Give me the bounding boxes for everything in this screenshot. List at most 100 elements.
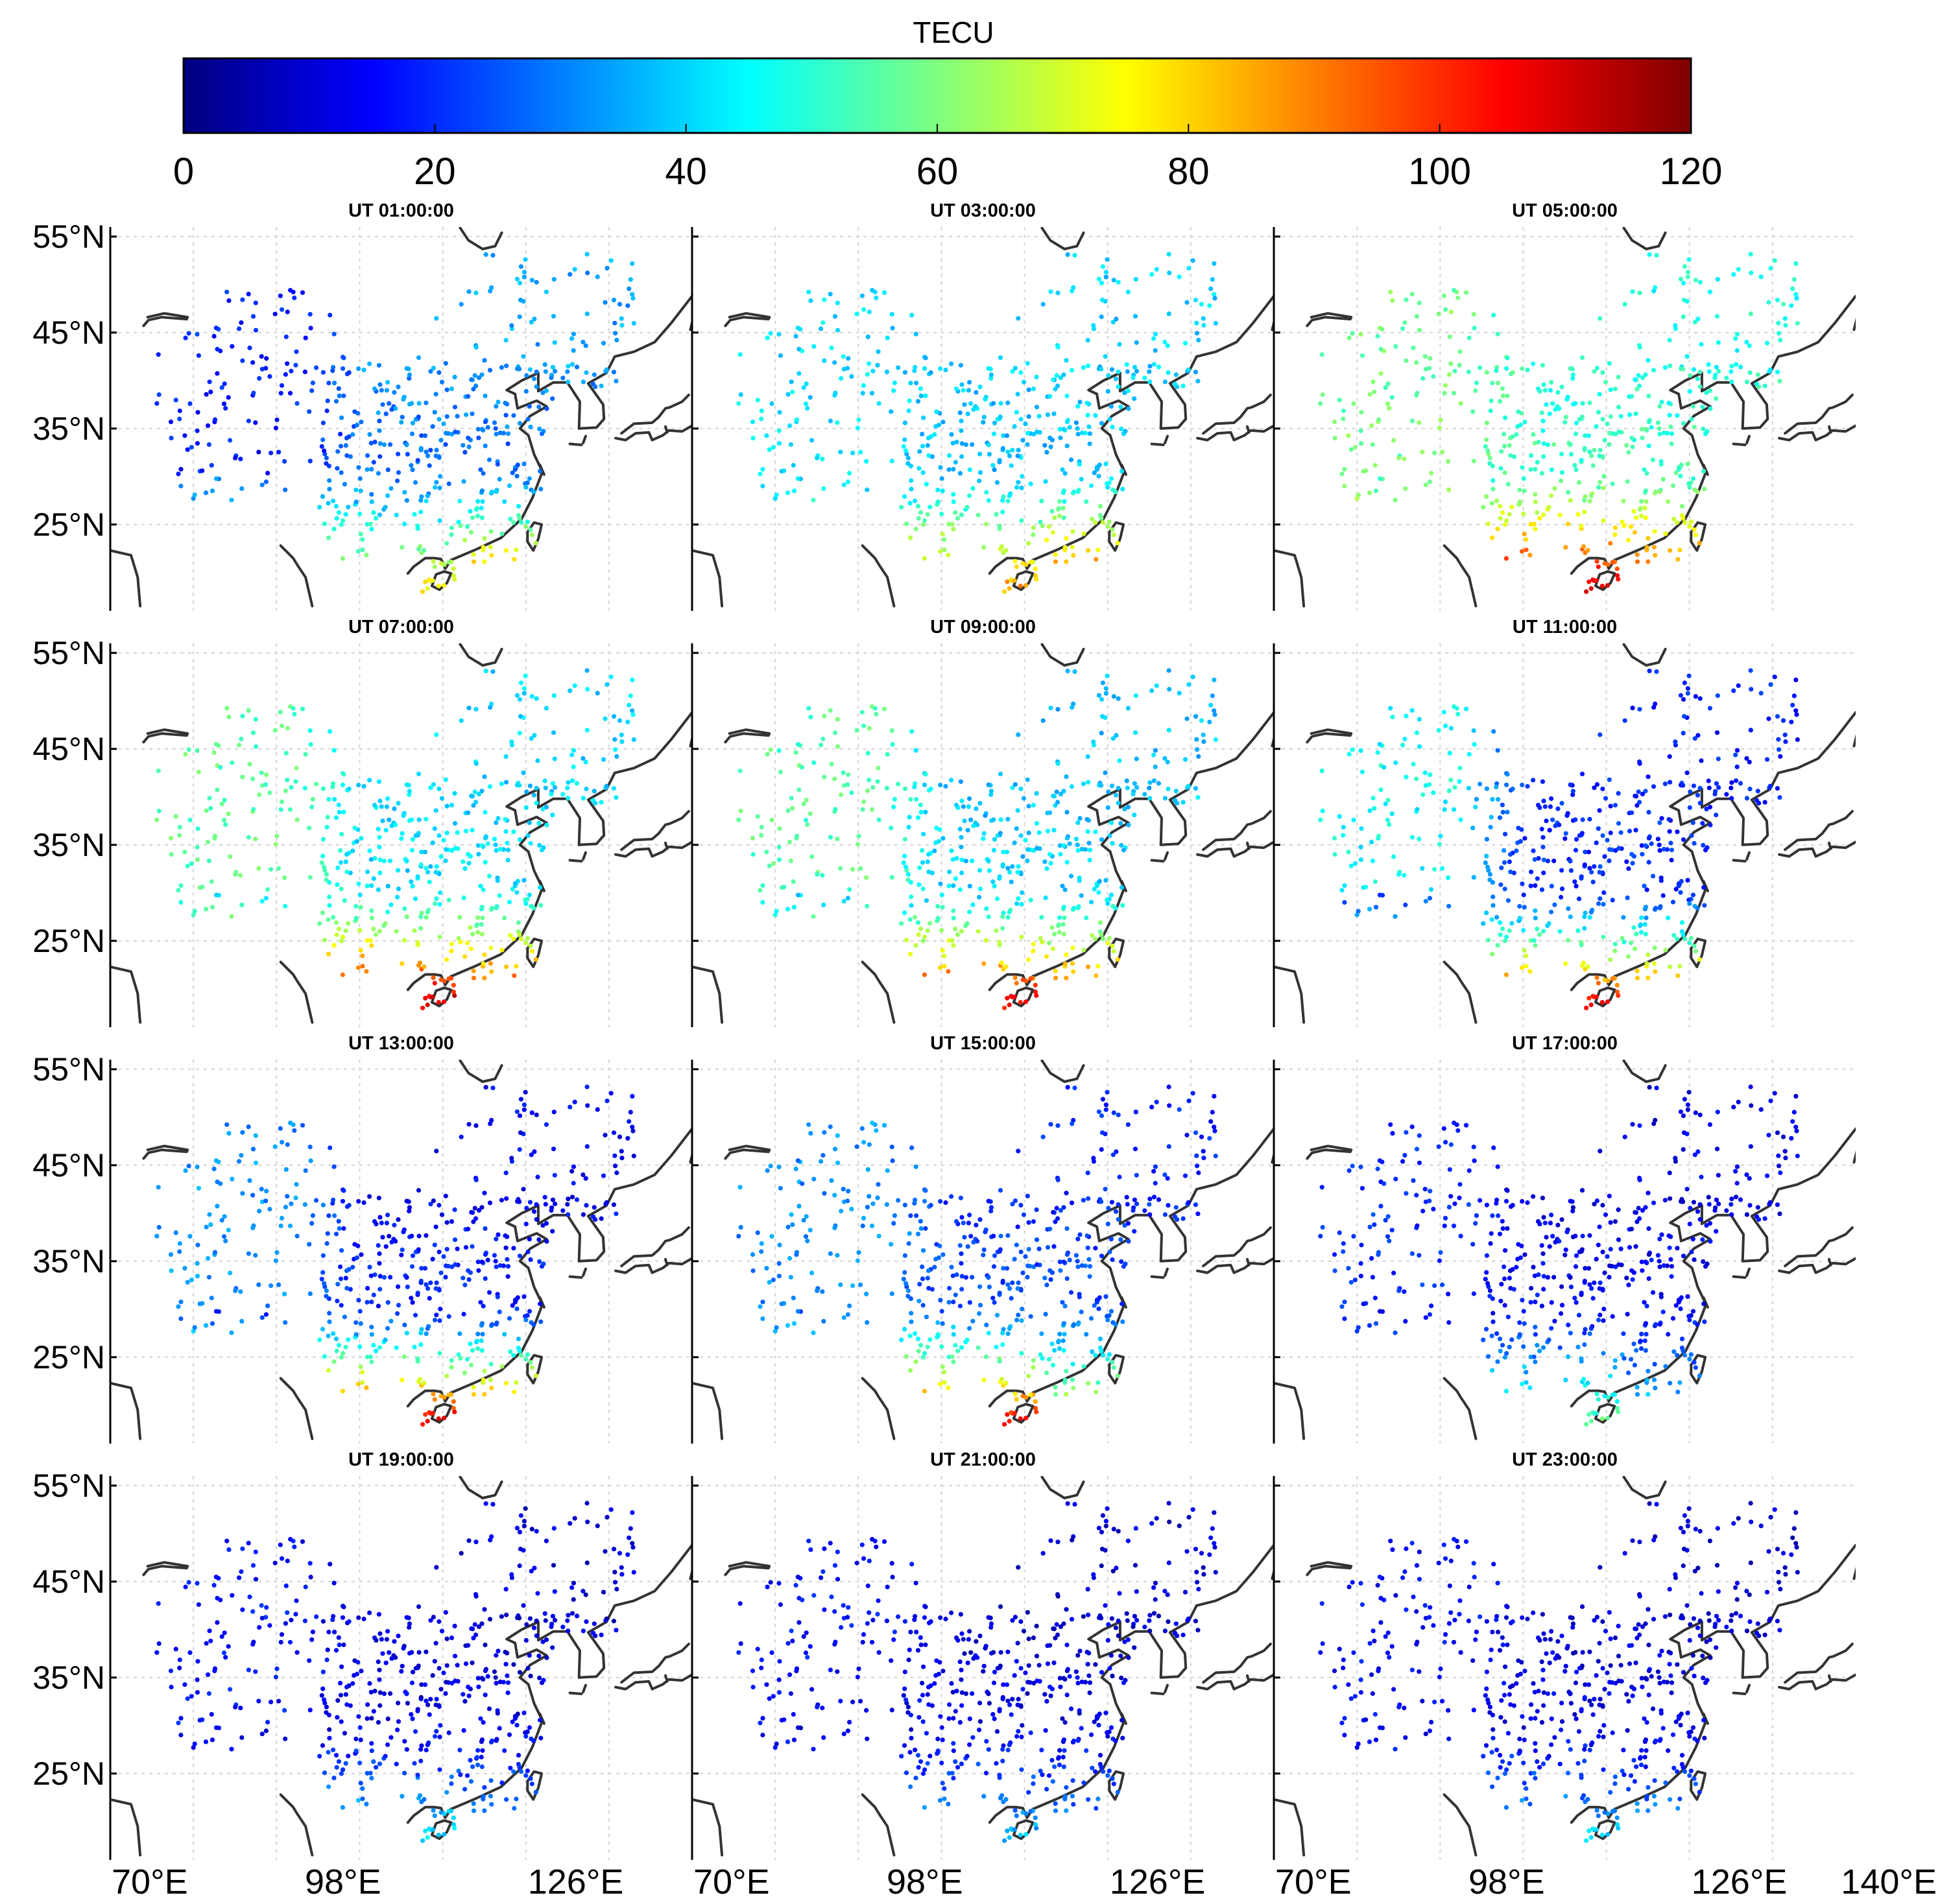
tec-station-point bbox=[524, 789, 529, 794]
tec-station-point bbox=[867, 726, 872, 731]
tec-station-point bbox=[195, 826, 200, 831]
tec-station-point bbox=[1105, 673, 1110, 678]
tec-station-point bbox=[324, 1288, 329, 1293]
tec-station-point bbox=[418, 1331, 424, 1336]
tec-station-point bbox=[494, 905, 499, 910]
tec-station-point bbox=[1681, 730, 1686, 736]
tec-station-point bbox=[1193, 714, 1199, 719]
tec-station-point bbox=[427, 879, 432, 885]
tec-station-point bbox=[1210, 693, 1215, 698]
tec-station-point bbox=[1055, 1216, 1060, 1221]
tec-station-point bbox=[1524, 547, 1529, 553]
tec-station-point bbox=[1100, 1353, 1106, 1358]
tec-station-point bbox=[1081, 531, 1086, 536]
tec-station-point bbox=[336, 386, 341, 391]
tec-station-point bbox=[1210, 277, 1215, 282]
tec-station-point bbox=[769, 1233, 774, 1239]
tec-station-point bbox=[263, 366, 269, 371]
tec-station-point bbox=[908, 951, 913, 957]
tec-station-point bbox=[907, 398, 912, 403]
tec-station-point bbox=[767, 447, 772, 452]
tec-station-point bbox=[353, 916, 359, 921]
tec-station-point bbox=[444, 847, 449, 852]
coastline bbox=[1271, 318, 1274, 331]
tec-station-point bbox=[929, 1287, 935, 1292]
tec-station-point bbox=[514, 473, 520, 479]
tec-station-point bbox=[200, 1301, 205, 1306]
tec-station-point bbox=[1734, 331, 1740, 337]
tec-station-point bbox=[528, 1360, 533, 1365]
tec-station-point bbox=[1417, 300, 1422, 305]
tec-station-point bbox=[619, 732, 624, 737]
tec-station-point bbox=[808, 1228, 813, 1233]
tec-station-point bbox=[438, 1394, 444, 1399]
tec-station-point bbox=[1551, 858, 1557, 864]
tec-station-point bbox=[423, 1412, 428, 1417]
tec-station-point bbox=[755, 1230, 760, 1235]
tec-station-point bbox=[521, 770, 526, 776]
tec-station-point bbox=[1438, 417, 1443, 422]
tec-station-point bbox=[1708, 822, 1713, 827]
tec-station-point bbox=[1056, 922, 1061, 927]
tec-station-point bbox=[846, 1189, 851, 1194]
tec-station-point bbox=[983, 1230, 988, 1235]
tec-station-point bbox=[384, 804, 389, 809]
tec-station-point bbox=[1118, 404, 1123, 410]
tec-station-point bbox=[1090, 933, 1095, 938]
tec-station-point bbox=[1058, 851, 1063, 857]
tec-station-point bbox=[1522, 948, 1527, 953]
tec-station-point bbox=[1000, 509, 1005, 515]
tec-station-point bbox=[195, 844, 200, 850]
tec-station-point bbox=[338, 444, 344, 449]
tec-station-point bbox=[1614, 1399, 1620, 1404]
tec-station-point bbox=[1012, 578, 1017, 583]
tec-station-point bbox=[782, 468, 787, 473]
tec-station-point bbox=[1579, 831, 1585, 836]
tec-station-point bbox=[805, 822, 810, 827]
tec-station-point bbox=[950, 1273, 955, 1278]
tec-station-point bbox=[488, 946, 494, 951]
tec-station-point bbox=[240, 297, 245, 302]
tec-station-point bbox=[804, 1214, 809, 1219]
tec-station-point bbox=[1417, 327, 1422, 333]
tec-station-point bbox=[984, 490, 989, 495]
tec-station-point bbox=[307, 728, 313, 733]
tec-station-point bbox=[327, 894, 332, 899]
tec-station-point bbox=[1166, 1084, 1171, 1089]
coastline bbox=[1784, 810, 1854, 851]
tec-station-point bbox=[1483, 910, 1489, 916]
tec-station-point bbox=[1629, 394, 1635, 399]
tec-station-point bbox=[1028, 898, 1033, 903]
coastline bbox=[1274, 549, 1306, 608]
tec-station-point bbox=[977, 1217, 983, 1222]
tec-station-point bbox=[925, 443, 930, 448]
tec-station-point bbox=[760, 1316, 765, 1322]
tec-station-point bbox=[917, 449, 922, 454]
tec-station-point bbox=[459, 1134, 464, 1139]
tec-station-point bbox=[1075, 1322, 1081, 1327]
tec-station-point bbox=[1441, 293, 1446, 298]
tec-station-point bbox=[829, 761, 834, 767]
tec-station-point bbox=[416, 817, 422, 822]
tec-station-point bbox=[1081, 1198, 1086, 1203]
tec-station-point bbox=[1528, 883, 1533, 888]
tec-station-point bbox=[946, 1354, 952, 1359]
tec-station-point bbox=[537, 842, 542, 848]
tec-station-point bbox=[1131, 791, 1136, 797]
tec-station-point bbox=[1320, 392, 1325, 398]
coastline bbox=[459, 643, 503, 667]
tec-station-point bbox=[1673, 323, 1678, 328]
tec-station-point bbox=[183, 1168, 188, 1173]
tec-station-point bbox=[821, 902, 826, 907]
tec-station-point bbox=[192, 492, 197, 497]
tec-station-point bbox=[1687, 484, 1692, 490]
tec-station-point bbox=[486, 874, 492, 879]
tec-station-point bbox=[1105, 940, 1110, 946]
tec-station-point bbox=[1667, 412, 1672, 418]
tec-station-point bbox=[1034, 1207, 1039, 1212]
tec-station-point bbox=[1659, 816, 1664, 821]
tec-station-point bbox=[1531, 521, 1537, 527]
tec-station-point bbox=[1417, 717, 1422, 722]
tec-station-point bbox=[1012, 1410, 1017, 1416]
tec-station-point bbox=[496, 1232, 501, 1237]
